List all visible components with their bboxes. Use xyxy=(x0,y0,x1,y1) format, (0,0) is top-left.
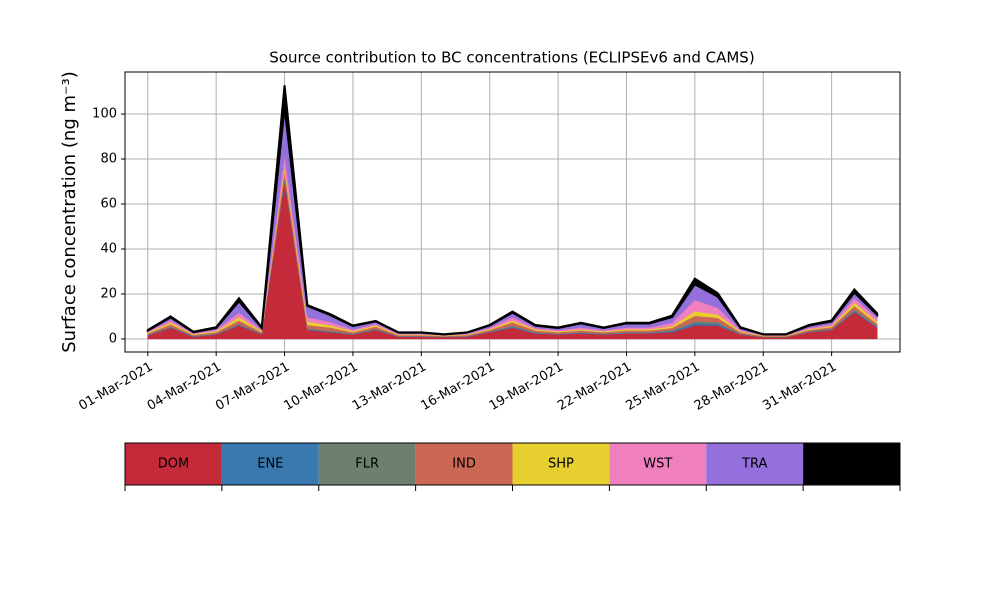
legend-swatch xyxy=(512,443,610,485)
x-tick-label: 10-Mar-2021 xyxy=(282,360,361,414)
x-tick-label: 04-Mar-2021 xyxy=(145,360,224,414)
x-tick-label: 22-Mar-2021 xyxy=(555,360,634,414)
x-tick-label: 16-Mar-2021 xyxy=(418,360,497,414)
y-axis-label: Surface concentration (ng m⁻³) xyxy=(59,71,80,353)
area xyxy=(146,85,879,336)
legend-swatch xyxy=(415,443,513,485)
legend-swatch xyxy=(803,443,900,485)
y-tick-label: 100 xyxy=(92,107,117,122)
legend-swatch xyxy=(318,443,416,485)
y-tick-label: 20 xyxy=(100,286,117,301)
legend-label: IND xyxy=(452,457,476,472)
x-tick-label: 28-Mar-2021 xyxy=(692,360,771,414)
x-tick-label: 07-Mar-2021 xyxy=(213,360,292,414)
legend-frame xyxy=(124,442,901,486)
legend-label: BB xyxy=(843,457,861,472)
legend-swatch xyxy=(125,443,222,485)
legend-label: SHP xyxy=(548,457,574,472)
legend-label: ENE xyxy=(257,457,283,472)
chart-title: Source contribution to BC concentrations… xyxy=(269,49,754,67)
x-tick-label: 31-Mar-2021 xyxy=(760,360,839,414)
y-tick-label: 40 xyxy=(100,241,117,256)
legend-label: DOM xyxy=(158,457,189,472)
legend-label: WST xyxy=(643,457,672,472)
y-tick-label: 0 xyxy=(109,331,117,346)
x-tick-label: 13-Mar-2021 xyxy=(350,360,429,414)
legend-swatch xyxy=(609,443,707,485)
x-tick-label: 25-Mar-2021 xyxy=(623,360,702,414)
legend-swatch xyxy=(221,443,319,485)
area xyxy=(147,154,878,336)
legend-swatch xyxy=(706,443,804,485)
legend-label: FLR xyxy=(355,457,379,472)
plot-frame xyxy=(124,71,901,353)
y-tick-label: 80 xyxy=(100,152,117,167)
area xyxy=(147,107,878,336)
x-tick-label: 01-Mar-2021 xyxy=(76,360,155,414)
legend-label: TRA xyxy=(741,457,767,472)
x-tick-label: 19-Mar-2021 xyxy=(487,360,566,414)
y-tick-label: 60 xyxy=(100,197,117,212)
